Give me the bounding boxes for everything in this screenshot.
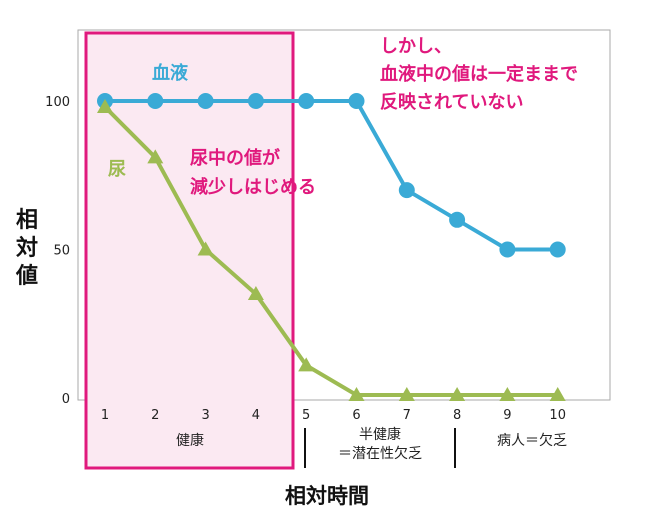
data-point-urine: [197, 241, 214, 256]
data-point-blood: [499, 241, 516, 258]
group-label-sick: 病人＝欠乏: [497, 433, 567, 449]
data-point-blood: [449, 211, 466, 228]
data-point-blood: [147, 93, 164, 109]
series-label-urine: 尿: [108, 159, 126, 180]
x-tick-label: 3: [201, 408, 209, 423]
data-point-urine: [247, 286, 264, 301]
y-axis-label-char: 相: [16, 208, 39, 233]
data-point-urine: [549, 387, 566, 402]
plot-frame: [77, 29, 611, 401]
data-point-urine: [449, 387, 466, 402]
data-point-urine: [398, 387, 415, 402]
y-tick-labels: 050100150: [45, 95, 70, 407]
y-axis-label-char: 値: [16, 264, 39, 289]
data-point-urine: [97, 98, 113, 113]
annotation-blood-line3: 反映されていない: [380, 91, 523, 113]
group-label-semihealthy-line2: ＝潜在性欠乏: [338, 446, 422, 462]
x-tick-label: 4: [252, 408, 260, 423]
series-line-urine: [103, 105, 558, 398]
x-tick-label: 9: [503, 408, 511, 423]
group-label-healthy: 健康: [176, 432, 204, 449]
data-point-urine: [348, 387, 365, 402]
series-line-blood: [105, 99, 558, 252]
annotation-blood-line1: しかし、: [380, 36, 452, 57]
x-tick-label: 1: [101, 408, 109, 423]
annotation-urine-decline-line2: 減少しはじめる: [190, 176, 316, 198]
data-point-urine: [147, 149, 164, 164]
x-tick-label: 7: [403, 408, 411, 423]
data-point-blood: [348, 93, 365, 109]
y-tick-label: 50: [53, 244, 70, 259]
data-point-blood: [398, 182, 415, 199]
x-tick-label: 8: [453, 408, 461, 423]
x-tick-label: 5: [302, 408, 310, 423]
group-label-semihealthy-line1: 半健康: [359, 426, 401, 443]
x-tick-label: 6: [352, 408, 360, 423]
x-tick-label: 10: [549, 408, 566, 423]
data-point-blood: [298, 93, 315, 109]
x-axis-label: 相対時間: [285, 484, 369, 508]
y-tick-label: 100: [45, 95, 70, 110]
annotation-blood-line2: 血液中の値は一定ままで: [380, 63, 578, 85]
data-point-urine: [298, 357, 315, 372]
series-label-blood: 血液: [152, 62, 189, 84]
data-point-blood: [247, 93, 264, 109]
x-tick-label: 2: [151, 408, 159, 423]
y-axis-label-char: 対: [16, 236, 39, 261]
y-tick-label: 0: [62, 392, 70, 407]
data-point-blood: [197, 93, 214, 109]
x-tick-labels: 1 2 3 4 5 6 7 8 9 10: [101, 408, 566, 423]
data-point-blood: [549, 241, 566, 258]
series-points-urine: [97, 98, 566, 402]
data-point-urine: [499, 387, 516, 402]
annotation-urine-decline-line1: 尿中の値が: [190, 147, 280, 169]
